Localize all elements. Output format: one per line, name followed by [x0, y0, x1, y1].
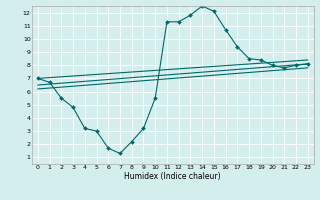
X-axis label: Humidex (Indice chaleur): Humidex (Indice chaleur) [124, 172, 221, 181]
